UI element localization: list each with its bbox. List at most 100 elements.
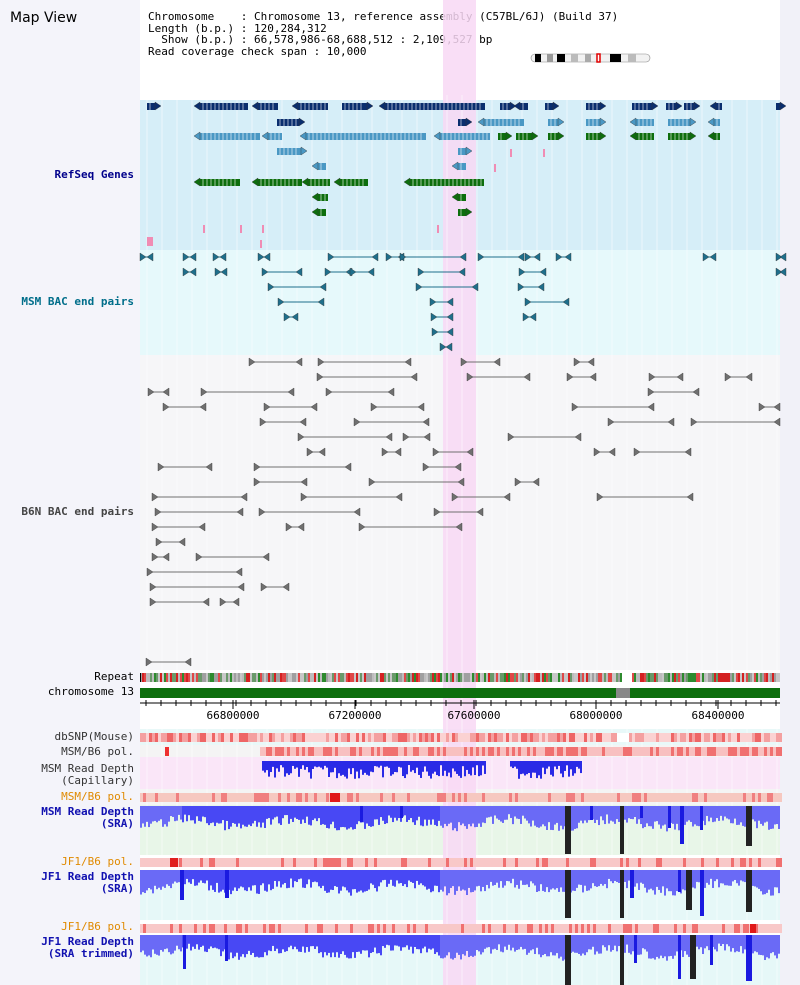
bac-end-marker[interactable] — [537, 282, 545, 292]
strand-arrow[interactable] — [311, 207, 319, 217]
strand-arrow[interactable] — [299, 131, 307, 141]
bac-end-marker[interactable] — [529, 312, 537, 322]
bac-end-marker[interactable] — [358, 522, 366, 532]
gene-feature[interactable] — [440, 133, 490, 140]
bac-end-marker[interactable] — [684, 447, 692, 457]
bac-end-marker[interactable] — [455, 522, 463, 532]
bac-end-marker[interactable] — [145, 657, 153, 667]
bac-end-marker[interactable] — [232, 597, 240, 607]
bac-end-marker[interactable] — [253, 477, 261, 487]
right-scroll-strip[interactable] — [780, 0, 800, 985]
bac-end-marker[interactable] — [318, 447, 326, 457]
bac-end-marker[interactable] — [368, 477, 376, 487]
track-label-b6n-bac-end-pairs[interactable]: B6N BAC end pairs — [21, 505, 134, 518]
bac-end-marker[interactable] — [524, 297, 532, 307]
gene-feature[interactable] — [318, 194, 328, 201]
bac-end-marker[interactable] — [724, 372, 732, 382]
bac-end-marker[interactable] — [593, 447, 601, 457]
bac-end-marker[interactable] — [182, 267, 190, 277]
strand-arrow[interactable] — [689, 117, 697, 127]
bac-end-marker[interactable] — [633, 447, 641, 457]
bac-end-marker[interactable] — [566, 372, 574, 382]
bac-end-marker[interactable] — [446, 297, 454, 307]
bac-end-marker[interactable] — [212, 252, 220, 262]
strand-arrow[interactable] — [311, 192, 319, 202]
bac-end-marker[interactable] — [258, 507, 266, 517]
bac-end-marker[interactable] — [503, 492, 511, 502]
gene-feature[interactable] — [684, 103, 694, 110]
gene-feature[interactable] — [458, 163, 466, 170]
bac-end-marker[interactable] — [690, 417, 698, 427]
bac-end-marker[interactable] — [399, 252, 407, 262]
bac-end-marker[interactable] — [773, 417, 781, 427]
track-label-msm-read-depth-capillary[interactable]: MSM Read Depth (Capillary) — [41, 762, 134, 787]
bac-end-marker[interactable] — [381, 447, 389, 457]
bac-end-marker[interactable] — [297, 432, 305, 442]
gene-feature[interactable] — [666, 103, 676, 110]
bac-end-marker[interactable] — [573, 357, 581, 367]
strand-arrow[interactable] — [693, 101, 701, 111]
bac-end-marker[interactable] — [149, 582, 157, 592]
bac-end-marker[interactable] — [353, 507, 361, 517]
strand-arrow[interactable] — [311, 161, 319, 171]
gene-feature[interactable] — [203, 225, 205, 233]
bac-end-marker[interactable] — [371, 252, 379, 262]
gene-feature[interactable] — [776, 103, 780, 110]
bac-end-marker[interactable] — [446, 327, 454, 337]
bac-end-marker[interactable] — [370, 402, 378, 412]
strand-arrow[interactable] — [651, 101, 659, 111]
bac-end-marker[interactable] — [198, 522, 206, 532]
bac-end-marker[interactable] — [261, 267, 269, 277]
bac-end-marker[interactable] — [476, 507, 484, 517]
bac-end-marker[interactable] — [647, 402, 655, 412]
gene-feature[interactable] — [385, 103, 485, 110]
strand-arrow[interactable] — [300, 146, 308, 156]
bac-end-marker[interactable] — [295, 267, 303, 277]
gene-feature[interactable] — [458, 209, 466, 216]
bac-end-marker[interactable] — [154, 507, 162, 517]
bac-end-marker[interactable] — [471, 282, 479, 292]
bac-end-marker[interactable] — [454, 462, 462, 472]
bac-end-marker[interactable] — [387, 387, 395, 397]
bac-end-marker[interactable] — [147, 387, 155, 397]
track-label-refseq-genes[interactable]: RefSeq Genes — [54, 168, 134, 181]
strand-arrow[interactable] — [505, 131, 513, 141]
bac-end-marker[interactable] — [189, 267, 197, 277]
bac-end-marker[interactable] — [344, 462, 352, 472]
strand-arrow[interactable] — [629, 131, 637, 141]
gene-feature[interactable] — [147, 103, 155, 110]
bac-end-marker[interactable] — [596, 492, 604, 502]
bac-end-marker[interactable] — [523, 372, 531, 382]
bac-end-marker[interactable] — [297, 522, 305, 532]
bac-end-marker[interactable] — [779, 252, 787, 262]
bac-end-marker[interactable] — [686, 492, 694, 502]
bac-end-marker[interactable] — [146, 567, 154, 577]
bac-end-marker[interactable] — [564, 252, 572, 262]
gene-feature[interactable] — [262, 225, 264, 233]
bac-end-marker[interactable] — [219, 252, 227, 262]
gene-feature[interactable] — [147, 237, 153, 246]
bac-end-marker[interactable] — [237, 582, 245, 592]
bac-end-marker[interactable] — [457, 477, 465, 487]
bac-end-marker[interactable] — [445, 342, 453, 352]
strand-arrow[interactable] — [531, 131, 539, 141]
gene-feature[interactable] — [458, 119, 466, 126]
strand-arrow[interactable] — [154, 101, 162, 111]
strand-arrow[interactable] — [465, 117, 473, 127]
bac-end-marker[interactable] — [522, 312, 530, 322]
strand-arrow[interactable] — [707, 131, 715, 141]
gene-feature[interactable] — [500, 103, 510, 110]
bac-end-marker[interactable] — [248, 357, 256, 367]
bac-end-marker[interactable] — [200, 387, 208, 397]
bac-end-marker[interactable] — [205, 462, 213, 472]
strand-arrow[interactable] — [193, 177, 201, 187]
bac-end-marker[interactable] — [692, 387, 700, 397]
bac-end-marker[interactable] — [533, 252, 541, 262]
strand-arrow[interactable] — [301, 177, 309, 187]
bac-end-marker[interactable] — [493, 357, 501, 367]
strand-arrow[interactable] — [403, 177, 411, 187]
bac-end-marker[interactable] — [589, 372, 597, 382]
gene-feature[interactable] — [342, 103, 367, 110]
bac-end-marker[interactable] — [607, 417, 615, 427]
